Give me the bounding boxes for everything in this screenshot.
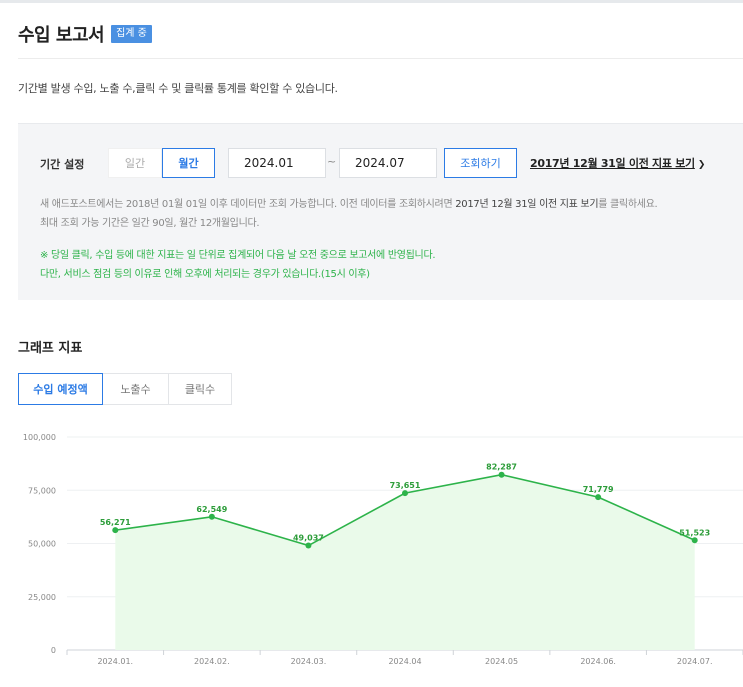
x-tick-label: 2024.03. (291, 657, 327, 666)
x-tick-label: 2024.02. (194, 657, 230, 666)
chevron-right-icon: ❯ (697, 160, 706, 170)
search-button[interactable]: 조회하기 (444, 148, 517, 178)
period-filter-panel: 기간 설정 일간 월간 2024.01 ~ 2024.07 조회하기 2017년… (18, 123, 743, 300)
data-point (208, 513, 215, 520)
y-tick-label: 25,000 (28, 593, 56, 602)
x-tick-label: 2024.05 (485, 657, 518, 666)
data-label: 73,651 (390, 481, 421, 490)
data-point (402, 490, 408, 497)
data-point (595, 494, 602, 501)
tab-impressions[interactable]: 노출수 (102, 373, 169, 405)
data-label: 62,549 (196, 505, 227, 514)
notice-max-period: 최대 조회 가능 기간은 일간 90일, 월간 12개월입니다. (40, 218, 260, 229)
y-tick-label: 100,000 (23, 433, 56, 442)
header-divider (18, 58, 743, 59)
data-point (112, 527, 119, 534)
data-point (305, 542, 312, 549)
notice-data-availability: 새 애드포스트에서는 2018년 01월 01일 이후 데이터만 조회 가능합니… (40, 195, 658, 210)
date-range-separator: ~ (327, 155, 337, 168)
tab-revenue[interactable]: 수입 예정액 (18, 373, 103, 405)
data-label: 49,037 (293, 534, 324, 543)
x-tick-label: 2024.04 (388, 657, 421, 666)
x-tick-label: 2024.06. (580, 657, 616, 666)
series-area (115, 474, 695, 650)
status-badge: 집계 중 (111, 25, 152, 43)
page-description: 기간별 발생 수입, 노출 수,클릭 수 및 클릭률 통계를 확인할 수 있습니… (18, 82, 338, 95)
top-border (0, 0, 743, 3)
notice-text-c: 를 클릭하세요. (598, 199, 658, 210)
data-label: 51,523 (679, 528, 710, 537)
graph-section-title: 그래프 지표 (18, 341, 83, 356)
notice-processing-delay: 다만, 서비스 점검 등의 이유로 인해 오후에 처리되는 경우가 있습니다.(… (40, 269, 370, 280)
daily-toggle[interactable]: 일간 (108, 148, 162, 178)
x-tick-label: 2024.01. (97, 657, 133, 666)
data-label: 56,271 (100, 518, 131, 527)
y-tick-label: 0 (51, 646, 56, 655)
data-label: 71,779 (583, 485, 614, 494)
page-title: 수입 보고서 (18, 25, 105, 46)
notice-aggregation: ※ 당일 클릭, 수입 등에 대한 지표는 일 단위로 집계되어 다음 날 오전… (40, 250, 436, 261)
legacy-report-link[interactable]: 2017년 12월 31일 이전 지표 보기 ❯ (530, 155, 705, 171)
legacy-report-link-label: 2017년 12월 31일 이전 지표 보기 (530, 157, 695, 170)
end-date-field[interactable]: 2024.07 (339, 148, 437, 178)
start-date-field[interactable]: 2024.01 (228, 148, 326, 178)
data-point (691, 537, 698, 544)
data-point (498, 471, 505, 478)
data-label: 82,287 (486, 463, 517, 472)
period-label: 기간 설정 (40, 158, 85, 171)
x-tick-label: 2024.07. (677, 657, 713, 666)
notice-text-a: 새 애드포스트에서는 2018년 01월 01일 이후 데이터만 조회 가능합니… (40, 199, 456, 210)
tab-clicks[interactable]: 클릭수 (168, 373, 232, 405)
revenue-chart: 100,000 75,000 50,000 25,000 0 56,271 2024.01.… (23, 433, 743, 666)
monthly-toggle[interactable]: 월간 (162, 148, 215, 178)
notice-legacy-link-text: 2017년 12월 31일 이전 지표 보기 (455, 199, 599, 210)
y-tick-label: 50,000 (28, 540, 56, 549)
page-header: 수입 보고서 집계 중 (18, 22, 152, 46)
y-tick-label: 75,000 (28, 486, 56, 495)
